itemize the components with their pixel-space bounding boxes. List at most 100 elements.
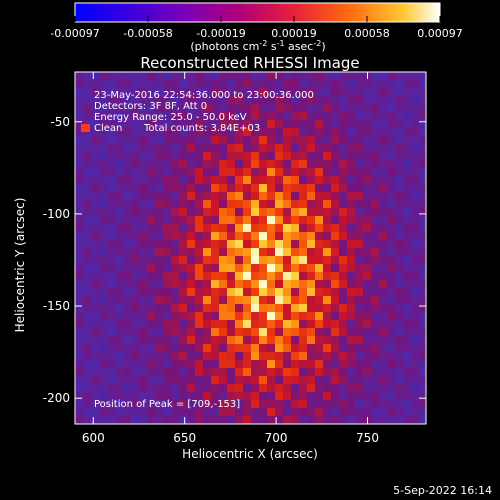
heatmap-cell xyxy=(419,272,426,280)
heatmap-cell xyxy=(163,208,171,216)
heatmap-cell xyxy=(171,104,179,112)
heatmap-cell xyxy=(291,256,299,264)
heatmap-cell xyxy=(379,88,387,96)
heatmap-cell xyxy=(123,184,131,192)
heatmap-cell xyxy=(363,136,371,144)
heatmap-cell xyxy=(339,224,347,232)
heatmap-cell xyxy=(403,368,411,376)
heatmap-cell xyxy=(139,120,147,128)
heatmap-cell xyxy=(403,160,411,168)
heatmap-cell xyxy=(195,280,203,288)
heatmap-cell xyxy=(403,296,411,304)
heatmap-cell xyxy=(411,408,419,416)
heatmap-cell xyxy=(339,216,347,224)
heatmap-cell xyxy=(195,408,203,416)
heatmap-cell xyxy=(387,72,395,80)
heatmap-cell xyxy=(307,296,315,304)
heatmap-cell xyxy=(307,72,315,80)
heatmap-cell xyxy=(131,392,139,400)
heatmap-cell xyxy=(155,296,163,304)
heatmap-cell xyxy=(251,336,259,344)
heatmap-cell xyxy=(291,248,299,256)
heatmap-cell xyxy=(371,344,379,352)
heatmap-cell xyxy=(347,336,355,344)
heatmap-cell xyxy=(243,416,251,424)
heatmap-cell xyxy=(403,408,411,416)
heatmap-cell xyxy=(139,360,147,368)
heatmap-cell xyxy=(171,168,179,176)
heatmap-cell xyxy=(291,368,299,376)
heatmap-cell xyxy=(331,384,339,392)
heatmap-cell xyxy=(75,192,83,200)
heatmap-cell xyxy=(203,392,211,400)
heatmap-cell xyxy=(259,96,267,104)
heatmap-cell xyxy=(267,80,275,88)
heatmap-cell xyxy=(323,136,331,144)
heatmap-cell xyxy=(115,144,123,152)
heatmap-cell xyxy=(291,384,299,392)
heatmap-cell xyxy=(123,120,131,128)
heatmap-cell xyxy=(355,96,363,104)
heatmap-cell xyxy=(179,72,187,80)
heatmap-cell xyxy=(115,416,123,424)
heatmap-cell xyxy=(227,392,235,400)
heatmap-cell xyxy=(123,352,131,360)
heatmap-cell xyxy=(163,152,171,160)
heatmap-cell xyxy=(83,352,91,360)
heatmap-cell xyxy=(419,168,426,176)
heatmap-cell xyxy=(315,360,323,368)
heatmap-cell xyxy=(139,344,147,352)
heatmap-cell xyxy=(123,264,131,272)
heatmap-cell xyxy=(267,128,275,136)
heatmap-cell xyxy=(307,192,315,200)
heatmap-cell xyxy=(107,112,115,120)
heatmap-cell xyxy=(139,392,147,400)
heatmap-cell xyxy=(267,328,275,336)
heatmap-cell xyxy=(387,312,395,320)
heatmap-cell xyxy=(243,72,251,80)
heatmap-cell xyxy=(307,112,315,120)
heatmap-cell xyxy=(211,144,219,152)
heatmap-cell xyxy=(411,328,419,336)
heatmap-cell xyxy=(291,208,299,216)
heatmap-cell xyxy=(331,144,339,152)
heatmap-cell xyxy=(387,152,395,160)
heatmap-cell xyxy=(83,168,91,176)
heatmap-cell xyxy=(107,208,115,216)
heatmap-cell xyxy=(339,384,347,392)
heatmap-cell xyxy=(83,296,91,304)
heatmap-cell xyxy=(227,144,235,152)
heatmap-cell xyxy=(299,192,307,200)
heatmap-cell xyxy=(107,320,115,328)
heatmap-cell xyxy=(171,304,179,312)
heatmap-cell xyxy=(323,336,331,344)
heatmap-cell xyxy=(219,288,227,296)
heatmap-cell xyxy=(251,96,259,104)
heatmap-cell xyxy=(371,232,379,240)
heatmap-cell xyxy=(187,288,195,296)
heatmap-cell xyxy=(299,280,307,288)
heatmap-cell xyxy=(83,256,91,264)
heatmap-cell xyxy=(131,168,139,176)
heatmap-cell xyxy=(387,248,395,256)
heatmap-cell xyxy=(339,368,347,376)
heatmap-cell xyxy=(83,240,91,248)
heatmap-cell xyxy=(195,344,203,352)
heatmap-cell xyxy=(411,192,419,200)
heatmap-cell xyxy=(203,160,211,168)
heatmap-cell xyxy=(147,376,155,384)
heatmap-cell xyxy=(419,264,426,272)
heatmap-cell xyxy=(251,344,259,352)
heatmap-cell xyxy=(171,128,179,136)
heatmap-cell xyxy=(219,232,227,240)
heatmap-cell xyxy=(147,400,155,408)
heatmap-cell xyxy=(339,376,347,384)
heatmap-cell xyxy=(131,96,139,104)
heatmap-cell xyxy=(283,192,291,200)
heatmap-cell xyxy=(115,392,123,400)
heatmap-cell xyxy=(155,272,163,280)
heatmap-cell xyxy=(347,272,355,280)
heatmap-cell xyxy=(339,248,347,256)
heatmap-cell xyxy=(371,272,379,280)
heatmap-cell xyxy=(227,224,235,232)
